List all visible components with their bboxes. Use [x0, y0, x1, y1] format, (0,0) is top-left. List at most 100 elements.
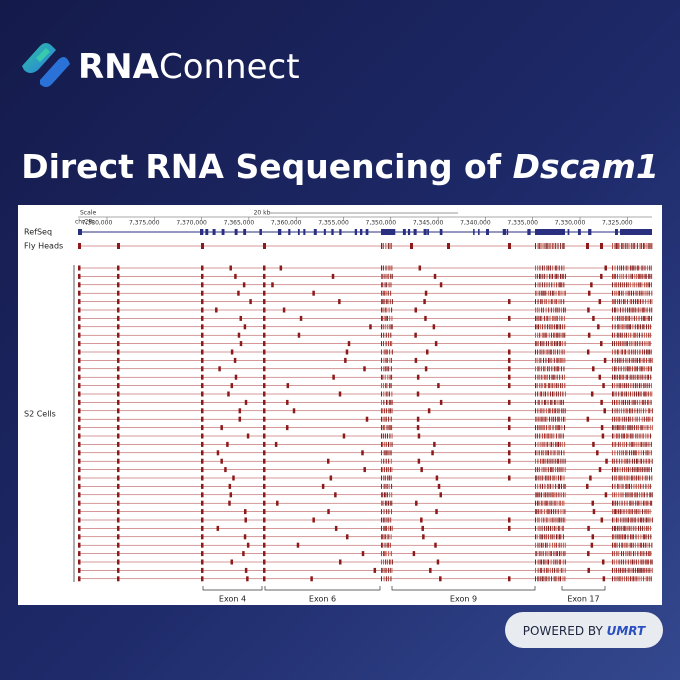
read-exon	[538, 500, 540, 506]
read-exon	[623, 509, 625, 515]
read-exon	[437, 383, 440, 389]
read-exon	[383, 458, 385, 464]
read-exon	[420, 517, 423, 523]
read-exon	[637, 425, 639, 431]
read-exon	[629, 542, 631, 548]
read-exon	[555, 341, 557, 347]
read-exon	[536, 290, 538, 296]
read-exon	[389, 357, 391, 363]
read-exon	[263, 483, 266, 489]
read-exon	[538, 517, 540, 523]
read-exon	[508, 576, 511, 582]
read-exon	[552, 559, 554, 565]
read-exon	[389, 408, 391, 414]
read-exon	[622, 391, 624, 397]
read-exon	[246, 433, 250, 439]
read-exon	[246, 576, 249, 582]
read-exon	[629, 265, 631, 271]
read-exon	[553, 357, 555, 363]
read-exon	[439, 282, 443, 288]
read-exon	[78, 467, 81, 473]
read-exon	[596, 450, 599, 456]
read-exon	[635, 441, 637, 447]
read-exon	[640, 525, 642, 531]
read-exon	[642, 299, 644, 305]
read-exon	[117, 551, 120, 557]
read-exon	[618, 576, 620, 582]
read-exon	[117, 425, 120, 431]
read-exon	[562, 416, 564, 422]
read-exon	[347, 341, 351, 347]
read-exon	[558, 467, 560, 473]
read-exon	[537, 391, 539, 397]
read-exon	[541, 307, 543, 313]
read-exon	[628, 576, 630, 582]
read-exon	[536, 534, 538, 540]
read-exon	[548, 299, 550, 305]
read-exon	[363, 366, 366, 372]
read-exon	[640, 366, 642, 372]
read-exon	[555, 307, 557, 313]
read-exon	[548, 458, 550, 464]
read-exon	[201, 324, 204, 330]
read-exon	[382, 416, 384, 422]
fly-exon	[201, 243, 204, 249]
read-exon	[562, 492, 564, 498]
read-exon	[648, 383, 650, 389]
read-exon	[633, 559, 635, 565]
read-exon	[542, 324, 544, 330]
read-exon	[589, 475, 592, 481]
read-exon	[560, 391, 562, 397]
read-exon	[536, 383, 538, 389]
read-exon	[388, 542, 390, 548]
read-exon	[555, 324, 557, 330]
read-exon	[643, 391, 645, 397]
read-exon	[553, 366, 555, 372]
read-exon	[564, 374, 566, 380]
read-exon	[553, 517, 555, 523]
read-exon	[538, 551, 540, 557]
refseq-exon	[339, 229, 342, 235]
read-exon	[391, 349, 393, 355]
read-exon	[636, 416, 638, 422]
read-exon	[560, 534, 562, 540]
read-exon	[640, 492, 642, 498]
read-exon	[614, 567, 616, 573]
read-exon	[391, 265, 393, 271]
read-exon	[382, 567, 384, 573]
read-exon	[555, 551, 557, 557]
read-exon	[627, 467, 629, 473]
read-exon	[234, 374, 238, 380]
read-exon	[381, 425, 382, 431]
read-exon	[543, 399, 545, 405]
read-exon	[546, 458, 548, 464]
read-exon	[644, 525, 646, 531]
read-exon	[389, 492, 391, 498]
read-exon	[542, 425, 544, 431]
read-exon	[201, 425, 204, 431]
read-exon	[436, 559, 440, 565]
read-exon	[648, 366, 650, 372]
read-exon	[641, 416, 643, 422]
read-exon	[388, 517, 390, 523]
read-exon	[386, 349, 388, 355]
read-exon	[508, 374, 511, 380]
read-exon	[627, 290, 629, 296]
read-exon	[383, 391, 385, 397]
read-exon	[631, 483, 633, 489]
read-exon	[625, 433, 627, 439]
read-exon	[541, 265, 543, 271]
read-exon	[616, 559, 618, 565]
read-exon	[639, 273, 641, 279]
read-exon	[546, 509, 548, 515]
fly-exon	[617, 243, 619, 249]
read-exon	[633, 374, 635, 380]
read-exon	[562, 324, 564, 330]
read-exon	[621, 332, 623, 338]
read-exon	[382, 433, 384, 439]
fly-exon	[622, 243, 624, 249]
exon-label: Exon 4	[219, 595, 246, 604]
read-exon	[630, 307, 632, 313]
read-exon	[386, 542, 388, 548]
read-exon	[388, 332, 390, 338]
